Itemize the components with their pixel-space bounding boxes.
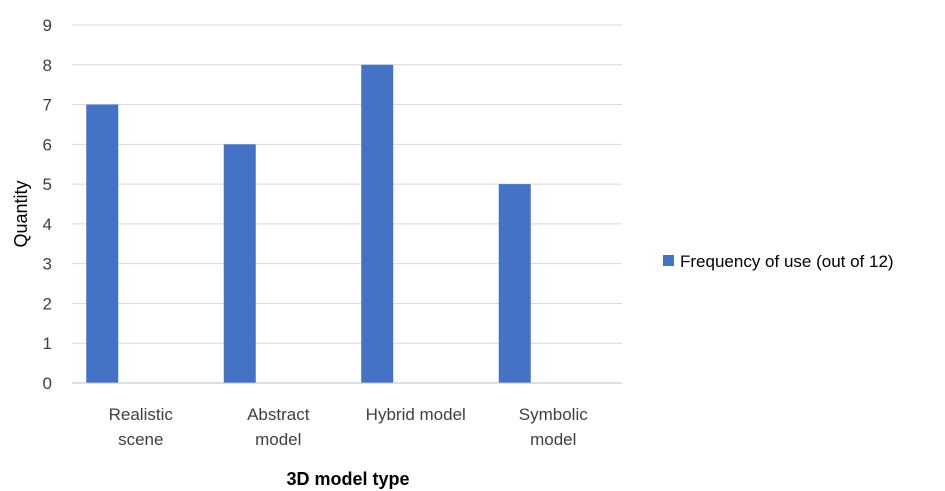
bar <box>498 184 531 383</box>
x-tick-label: model <box>255 430 301 449</box>
y-tick-label: 0 <box>43 374 52 393</box>
y-axis-ticks: 0 1 2 3 4 5 6 7 8 9 <box>43 16 52 393</box>
bars <box>86 64 531 384</box>
x-tick-label: Symbolic <box>519 405 588 424</box>
y-tick-label: 6 <box>43 135 52 154</box>
legend: Frequency of use (out of 12) <box>663 252 894 271</box>
x-tick-label: scene <box>118 430 163 449</box>
x-tick-label: model <box>530 430 576 449</box>
gridlines <box>72 24 622 344</box>
bar <box>86 104 119 384</box>
x-tick-label: Realistic <box>109 405 174 424</box>
y-tick-label: 2 <box>43 294 52 313</box>
bar <box>223 144 256 383</box>
x-tick-label: Hybrid model <box>366 405 466 424</box>
x-axis-ticks: Realistic scene Abstract model Hybrid model S… <box>109 405 589 449</box>
bar <box>361 64 394 384</box>
y-axis-title: Quantity <box>11 180 31 247</box>
x-axis-title: 3D model type <box>286 469 409 489</box>
y-tick-label: 1 <box>43 334 52 353</box>
y-tick-label: 8 <box>43 56 52 75</box>
y-tick-label: 3 <box>43 255 52 274</box>
y-tick-label: 5 <box>43 175 52 194</box>
legend-swatch <box>663 255 674 266</box>
y-tick-label: 9 <box>43 16 52 35</box>
y-tick-label: 7 <box>43 96 52 115</box>
x-tick-label: Abstract <box>247 405 310 424</box>
legend-label: Frequency of use (out of 12) <box>680 252 894 271</box>
y-tick-label: 4 <box>43 215 52 234</box>
